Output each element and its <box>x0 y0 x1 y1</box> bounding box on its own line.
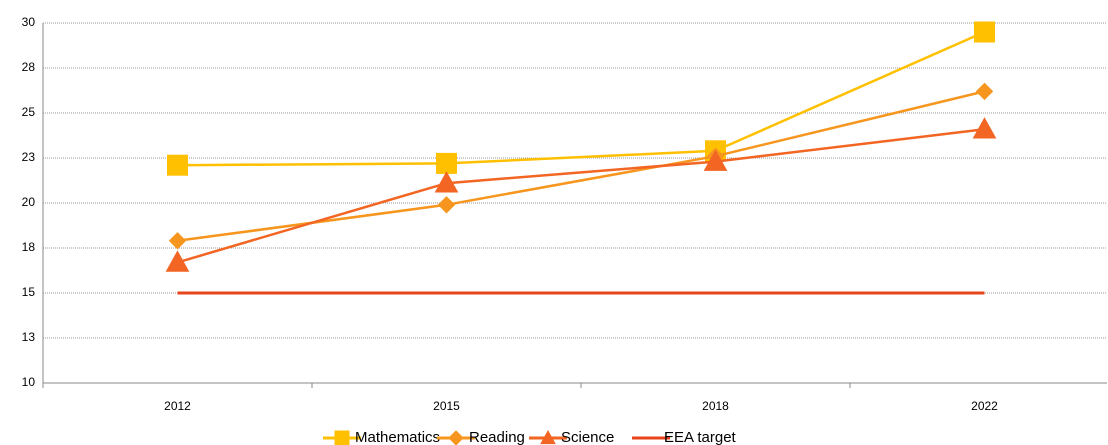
data-point <box>168 232 187 250</box>
data-point <box>974 21 995 43</box>
data-point <box>972 117 997 139</box>
y-tick-label: 20 <box>22 195 36 209</box>
x-tick-label: 2018 <box>702 399 729 413</box>
y-tick-label: 23 <box>22 150 36 164</box>
y-tick-label: 25 <box>22 105 36 119</box>
legend-marker <box>448 430 464 445</box>
y-tick-label: 30 <box>22 15 36 29</box>
y-tick-label: 10 <box>22 375 36 389</box>
series-line <box>177 127 985 264</box>
data-point <box>437 196 456 214</box>
data-point <box>434 171 459 193</box>
legend-label: Mathematics <box>355 429 440 445</box>
y-tick-label: 13 <box>22 330 36 344</box>
data-point <box>165 250 190 272</box>
x-tick-label: 2015 <box>433 399 460 413</box>
legend-marker <box>334 430 350 445</box>
data-point <box>975 82 994 101</box>
y-tick-label: 28 <box>22 60 36 74</box>
x-tick-label: 2022 <box>971 399 998 413</box>
x-tick-label: 2012 <box>164 399 191 413</box>
data-point <box>436 152 457 174</box>
series-line <box>177 90 985 243</box>
data-point <box>703 149 728 171</box>
legend-label: Reading <box>469 429 525 445</box>
legend-marker <box>540 429 556 445</box>
legend-label: Science <box>561 429 614 445</box>
y-tick-label: 18 <box>22 240 36 254</box>
data-point <box>167 154 188 176</box>
legend-label: EEA target <box>664 429 737 445</box>
series-line <box>177 30 986 167</box>
y-tick-label: 15 <box>22 285 36 299</box>
